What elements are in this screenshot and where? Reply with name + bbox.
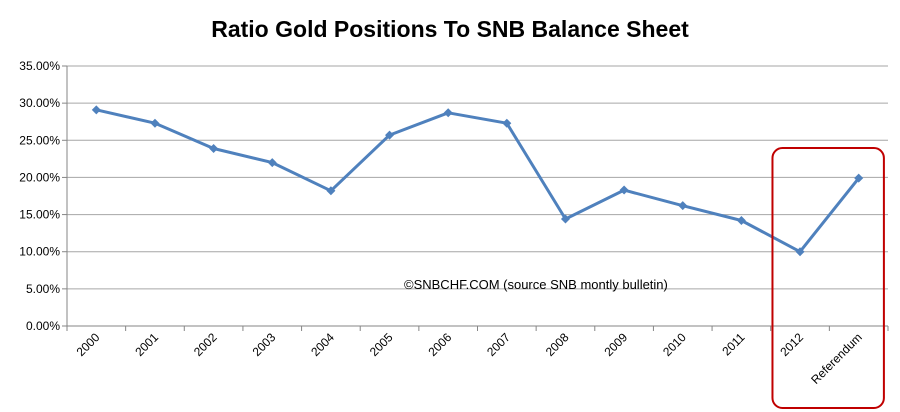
x-tick-label: 2009 (601, 330, 630, 359)
data-point (326, 186, 336, 196)
x-tick-label: 2006 (426, 330, 455, 359)
x-tick-label: 2003 (250, 330, 279, 359)
data-point (502, 118, 512, 128)
x-tick-label: 2012 (777, 330, 806, 359)
data-point (443, 108, 453, 118)
gridlines (67, 65, 888, 290)
y-tick-label: 20.00% (19, 170, 60, 184)
highlight-box (771, 147, 885, 409)
data-point (736, 216, 746, 226)
series-line (95, 108, 860, 254)
y-tick-label: 15.00% (19, 208, 60, 222)
y-axis-ticks: 0.00% 5.00% 10.00% 15.00% 20.00% 25.00% 30.00%… (19, 59, 67, 333)
highlight-group (771, 147, 885, 409)
x-tick-label: 2000 (74, 330, 103, 359)
source-annotation: ©SNBCHF.COM (source SNB montly bulletin) (404, 277, 668, 292)
y-tick-label: 30.00% (19, 96, 60, 110)
x-tick-label: 2010 (660, 330, 689, 359)
series-group (91, 105, 864, 257)
x-tick-label: 2011 (719, 330, 747, 358)
y-tick-label: 5.00% (26, 282, 60, 296)
x-tick-label: 2001 (132, 330, 161, 359)
x-tick-label: 2005 (367, 330, 396, 359)
x-tick-label: 2004 (308, 330, 337, 359)
data-point (209, 143, 219, 153)
x-tick-label: 2002 (191, 330, 220, 359)
x-tick-label: 2008 (543, 330, 572, 359)
x-tick-label: Referendum (808, 330, 865, 387)
x-axis-ticks: 2000 2001 2002 2003 2004 2005 2006 2007 2008 2009… (66, 326, 889, 387)
y-tick-label: 25.00% (19, 133, 60, 147)
data-point (619, 185, 629, 195)
data-point (795, 247, 805, 257)
data-point (854, 173, 864, 183)
data-point (267, 158, 277, 168)
data-point (385, 130, 395, 140)
y-tick-label: 10.00% (19, 245, 60, 259)
data-point (91, 105, 101, 115)
chart-title: Ratio Gold Positions To SNB Balance Shee… (211, 16, 689, 42)
x-tick-label: 2007 (484, 330, 513, 359)
y-tick-label: 35.00% (19, 59, 60, 73)
data-point (678, 201, 688, 211)
y-tick-label: 0.00% (26, 319, 60, 333)
data-point (560, 214, 570, 224)
data-point (150, 118, 160, 128)
